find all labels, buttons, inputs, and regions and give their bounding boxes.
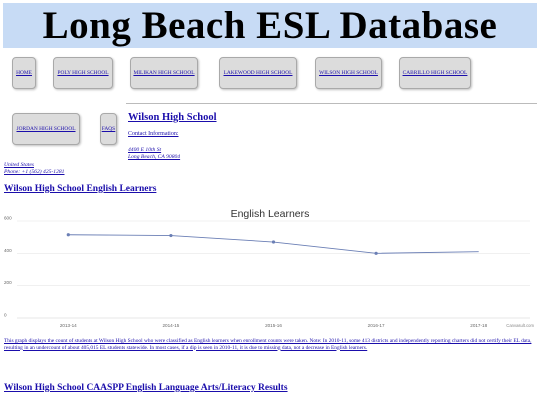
chart-credit: Canvasult.com [506,323,534,328]
address-line1[interactable]: 4400 E 10th St [128,147,162,153]
country-text[interactable]: United States [4,162,34,168]
y-tick-label: 600 [4,216,12,221]
nav-cabrillo-button[interactable]: CABRILLO HIGH SCHOOL [399,57,471,89]
data-point [66,233,70,237]
y-tick-label: 400 [4,248,12,253]
y-tick-label: 200 [4,280,12,285]
english-learners-heading[interactable]: Wilson High School English Learners [4,184,157,194]
x-tick-label: 2017-18 [470,323,487,328]
data-point [374,251,378,255]
series-line [68,234,479,254]
site-banner: Long Beach ESL Database [3,3,537,48]
site-title: Long Beach ESL Database [42,4,498,47]
address-line2[interactable]: Long Beach, CA 90804 [128,154,181,160]
nav-home-button[interactable]: HOME [12,57,36,89]
x-tick-label: 2013-14 [60,323,77,328]
y-tick-label: 0 [4,313,7,318]
chart-note[interactable]: This graph displays the count of student… [4,338,532,351]
nav-jordan-button[interactable]: JORDAN HIGH SCHOOL [12,113,80,145]
phone-link[interactable]: Phone: +1 (562) 425-1281 [4,169,65,175]
caaspp-heading[interactable]: Wilson High School CAASPP English Langua… [4,383,288,393]
nav-faqs-button[interactable]: FAQS [100,113,117,145]
nav-lakewood-button[interactable]: LAKEWOOD HIGH SCHOOL [219,57,297,89]
chart-title: English Learners [231,208,310,220]
data-point [169,233,173,238]
school-name-link[interactable]: Wilson High School [128,112,217,123]
nav-poly-button[interactable]: POLY HIGH SCHOOL [53,57,113,89]
x-tick-label: 2014-15 [162,323,179,328]
chart-svg: English Learners 0 200 400 600 2013-14 2014-15… [4,208,535,328]
nav-milikan-button[interactable]: MILIKAN HIGH SCHOOL [130,57,198,89]
x-tick-label: 2015-16 [265,323,282,328]
x-tick-label: 2016-17 [368,323,385,328]
divider [126,103,537,104]
nav-wilson-button[interactable]: WILSON HIGH SCHOOL [315,57,382,89]
english-learners-chart: English Learners 0 200 400 600 2013-14 2014-15… [3,203,537,333]
contact-info-link[interactable]: Contact Information: [128,131,179,137]
data-point [271,240,276,244]
